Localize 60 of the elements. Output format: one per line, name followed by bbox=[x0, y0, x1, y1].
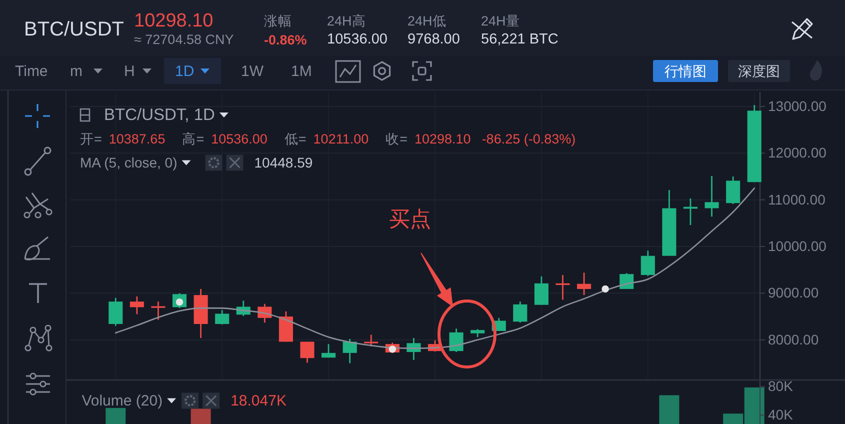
text: 1D bbox=[175, 62, 194, 80]
annotation: 10536.00 bbox=[211, 131, 268, 146]
annotation: 10298.10 bbox=[414, 131, 471, 146]
y-tick-label: 11000.00 bbox=[768, 191, 826, 208]
text: 涨幅 bbox=[264, 13, 292, 28]
candlestick bbox=[215, 309, 230, 326]
annotation: 高= bbox=[182, 131, 204, 146]
candlestick bbox=[620, 272, 634, 290]
text: H bbox=[124, 62, 135, 80]
text: 24H高 bbox=[327, 13, 366, 28]
annotation: 10387.65 bbox=[108, 131, 166, 146]
y-tick-label: 9000.00 bbox=[768, 284, 819, 301]
annotation: 10211.00 bbox=[313, 131, 369, 146]
text: 1M bbox=[291, 62, 312, 80]
candlestick bbox=[556, 274, 570, 300]
text: 24H量 bbox=[481, 13, 520, 28]
annotation: 收= bbox=[386, 131, 408, 146]
y-tick-label: 13000.00 bbox=[768, 98, 827, 114]
annotation: 18.047K bbox=[230, 392, 286, 410]
candlestick bbox=[534, 276, 548, 306]
y-tick-label: 40K bbox=[768, 406, 794, 422]
candlestick bbox=[342, 338, 357, 364]
candlestick bbox=[513, 300, 528, 324]
text: 56,221 BTC bbox=[481, 32, 558, 48]
text: 9768.00 bbox=[408, 32, 460, 48]
text: 1W bbox=[241, 62, 264, 80]
text: 深度图 bbox=[738, 63, 780, 79]
candlestick bbox=[726, 176, 740, 205]
text: ≈ 72704.58 CNY bbox=[134, 32, 234, 46]
text: MA (5, close, 0) bbox=[80, 154, 178, 171]
candlestick bbox=[300, 341, 314, 364]
text: BTC/USDT, 1D bbox=[104, 106, 216, 124]
y-tick-label: 12000.00 bbox=[768, 144, 827, 161]
candlestick bbox=[577, 272, 592, 296]
y-tick-label: 80K bbox=[768, 378, 794, 394]
text: 开= bbox=[80, 131, 102, 146]
annotation: 低= bbox=[284, 131, 306, 146]
candlestick bbox=[151, 300, 166, 320]
chart-title: BTC/USDT bbox=[24, 18, 124, 40]
text: -0.86% bbox=[264, 32, 307, 47]
annotation: -86.25 (-0.83%) bbox=[482, 131, 576, 146]
candlestick bbox=[704, 175, 719, 218]
text: Time bbox=[15, 62, 48, 80]
text: 10536.00 bbox=[327, 32, 388, 48]
text: Volume (20) bbox=[82, 392, 163, 410]
candlestick bbox=[640, 250, 655, 277]
candlestick bbox=[108, 297, 123, 327]
annotation: 10448.59 bbox=[254, 154, 313, 171]
text: 10298.10 bbox=[134, 10, 214, 31]
point bbox=[602, 285, 609, 293]
y-tick-label: 10000.00 bbox=[768, 238, 827, 254]
candlestick bbox=[322, 343, 336, 358]
annotation: 买点 bbox=[389, 208, 431, 230]
y-tick-label: 8000.00 bbox=[768, 331, 819, 348]
candlestick bbox=[449, 328, 464, 353]
text: m bbox=[70, 62, 82, 80]
candlestick bbox=[364, 334, 378, 348]
candlestick bbox=[130, 296, 144, 315]
text: 24H低 bbox=[408, 13, 446, 28]
text: 行情图 bbox=[664, 63, 706, 79]
